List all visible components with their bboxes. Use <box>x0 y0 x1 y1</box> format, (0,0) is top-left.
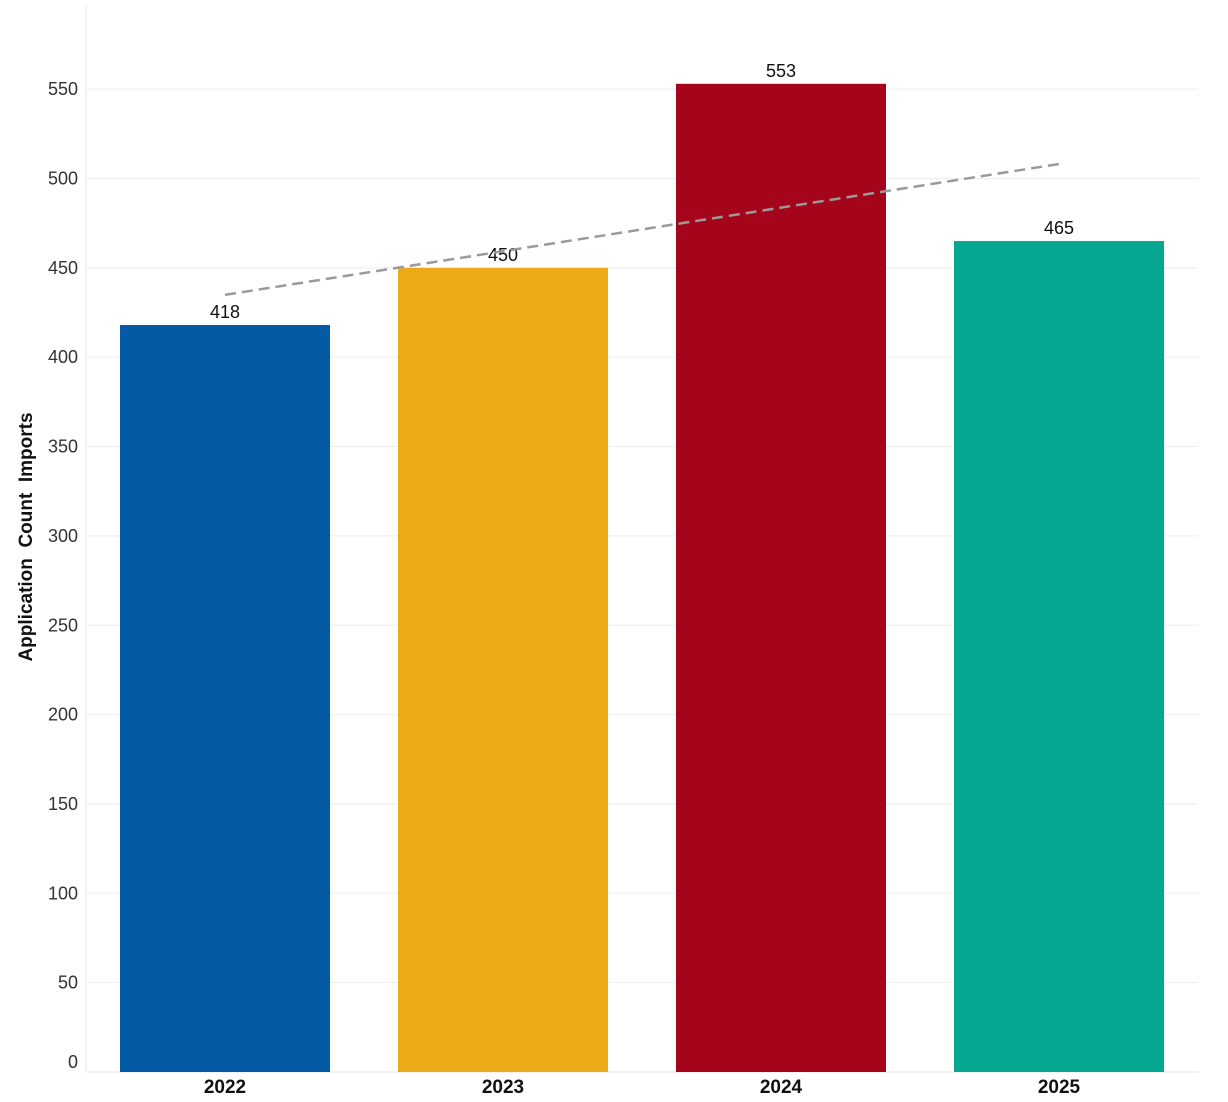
y-tick-label: 200 <box>48 705 78 725</box>
data-label: 450 <box>488 245 518 265</box>
bar <box>676 83 886 1072</box>
bars <box>120 83 1164 1073</box>
y-tick-label: 300 <box>48 526 78 546</box>
bar <box>398 267 608 1073</box>
x-tick-label: 2022 <box>204 1077 246 1098</box>
y-tick-label: 500 <box>48 169 78 189</box>
trend-line <box>224 162 1060 297</box>
y-tick-label: 400 <box>48 347 78 367</box>
y-tick-label: 550 <box>48 79 78 99</box>
y-axis-title: Application Count Imports <box>16 412 37 661</box>
y-tick-label: 350 <box>48 437 78 457</box>
y-tick-label: 100 <box>48 883 78 903</box>
y-tick-label: 250 <box>48 615 78 635</box>
y-tick-label: 50 <box>58 973 78 993</box>
x-tick-label: 2024 <box>760 1077 803 1098</box>
data-labels: 418 450 553 465 <box>210 61 1074 322</box>
y-tick-label: 0 <box>68 1052 78 1072</box>
data-label: 553 <box>766 61 796 81</box>
bar <box>120 325 330 1072</box>
bar <box>954 241 1164 1073</box>
x-tick-label: 2025 <box>1038 1077 1081 1098</box>
x-tick-labels: 2022 2023 2024 2025 <box>204 1077 1081 1098</box>
y-tick-label: 450 <box>48 258 78 278</box>
x-tick-label: 2023 <box>482 1077 524 1098</box>
data-label: 465 <box>1044 218 1074 238</box>
y-tick-labels: 0 50 100 150 200 250 300 350 400 450 500 550 <box>48 79 78 1072</box>
y-tick-label: 150 <box>48 794 78 814</box>
data-label: 418 <box>210 302 240 322</box>
